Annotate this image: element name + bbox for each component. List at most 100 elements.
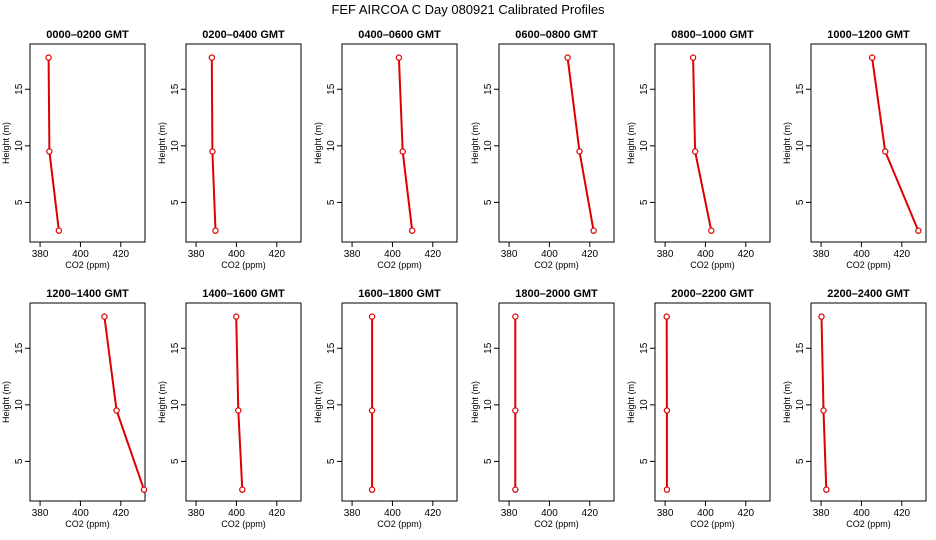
x-tick-label: 420 xyxy=(268,508,285,519)
data-point xyxy=(590,227,597,234)
panel-title: 1200–1400 GMT xyxy=(46,288,129,300)
data-point xyxy=(209,148,216,155)
y-axis-label: Height (m) xyxy=(1,381,11,423)
data-point xyxy=(409,227,416,234)
y-tick-label: 5 xyxy=(639,458,650,464)
y-axis-label: Height (m) xyxy=(782,381,792,423)
data-point xyxy=(113,407,120,414)
x-tick-label: 380 xyxy=(188,249,205,260)
plot-frame xyxy=(185,43,302,243)
plot-frame xyxy=(498,302,615,502)
data-point xyxy=(689,54,697,61)
x-tick-label: 420 xyxy=(424,508,441,519)
profile-panel-3: 0400–0600 GMT 380 400 420 5 10 15 CO2 (ppm) Heig… xyxy=(313,29,458,270)
profile-line xyxy=(820,316,828,490)
data-point xyxy=(235,407,242,414)
x-tick-label: 380 xyxy=(813,249,830,260)
y-tick-label: 10 xyxy=(639,140,650,152)
data-point xyxy=(512,407,519,414)
panel-title: 2000–2200 GMT xyxy=(671,288,754,300)
x-tick-label: 400 xyxy=(541,508,558,519)
data-point xyxy=(395,54,403,61)
x-tick-label: 400 xyxy=(72,249,89,260)
data-point xyxy=(46,148,53,155)
y-tick-label: 10 xyxy=(326,399,337,411)
x-tick-label: 400 xyxy=(853,508,870,519)
y-axis-label: Height (m) xyxy=(157,381,167,423)
x-tick-label: 400 xyxy=(228,249,245,260)
plot-frame xyxy=(29,302,146,502)
data-point xyxy=(212,227,219,234)
data-point xyxy=(868,54,876,61)
x-axis-label: CO2 (ppm) xyxy=(377,519,422,529)
data-point xyxy=(368,407,376,414)
x-tick-label: 420 xyxy=(268,249,285,260)
profile-panel-12: 2200–2400 GMT 380 400 420 5 10 15 CO2 (ppm) Heig… xyxy=(782,288,927,529)
plot-frame xyxy=(29,43,146,243)
x-tick-label: 380 xyxy=(657,508,674,519)
x-tick-label: 400 xyxy=(697,508,714,519)
data-point xyxy=(663,486,671,493)
y-tick-label: 10 xyxy=(14,140,25,152)
profile-panel-2: 0200–0400 GMT 380 400 420 5 10 15 CO2 (ppm) Heig… xyxy=(157,29,302,270)
data-point xyxy=(576,148,583,155)
y-axis-label: Height (m) xyxy=(470,381,480,423)
profile-panel-1: 0000–0200 GMT 380 400 420 5 10 15 CO2 (ppm) Heig… xyxy=(1,29,146,270)
plot-frame xyxy=(810,43,927,243)
x-tick-label: 420 xyxy=(893,249,910,260)
y-tick-label: 5 xyxy=(170,199,181,205)
figure-title: FEF AIRCOA C Day 080921 Calibrated Profi… xyxy=(331,2,605,17)
profile-panel-11: 2000–2200 GMT 380 400 420 5 10 15 CO2 (ppm) Heig… xyxy=(626,288,771,529)
x-tick-label: 400 xyxy=(72,508,89,519)
x-tick-label: 380 xyxy=(501,508,518,519)
x-tick-label: 420 xyxy=(581,508,598,519)
y-axis-label: Height (m) xyxy=(626,122,636,164)
data-point xyxy=(101,313,108,320)
panel-title: 1800–2000 GMT xyxy=(515,288,598,300)
y-tick-label: 15 xyxy=(795,83,806,95)
x-axis-label: CO2 (ppm) xyxy=(377,260,422,270)
x-tick-label: 400 xyxy=(697,249,714,260)
panel-title: 0400–0600 GMT xyxy=(358,29,441,41)
y-tick-label: 5 xyxy=(326,458,337,464)
profile-panel-10: 1800–2000 GMT 380 400 420 5 10 15 CO2 (ppm) Heig… xyxy=(470,288,615,529)
y-tick-label: 10 xyxy=(14,399,25,411)
y-tick-label: 10 xyxy=(170,140,181,152)
x-tick-label: 400 xyxy=(228,508,245,519)
plot-frame xyxy=(341,43,458,243)
y-tick-label: 15 xyxy=(170,342,181,354)
y-tick-label: 10 xyxy=(326,140,337,152)
y-tick-label: 10 xyxy=(483,140,494,152)
profile-line xyxy=(692,57,713,231)
profile-line xyxy=(235,316,244,490)
y-tick-label: 10 xyxy=(639,399,650,411)
panel-title: 0600–0800 GMT xyxy=(515,29,598,41)
x-tick-label: 380 xyxy=(188,508,205,519)
y-tick-label: 5 xyxy=(483,199,494,205)
profile-panel-8: 1400–1600 GMT 380 400 420 5 10 15 CO2 (ppm) Heig… xyxy=(157,288,302,529)
x-axis-label: CO2 (ppm) xyxy=(65,519,110,529)
data-point xyxy=(691,148,699,155)
profile-panel-6: 1000–1200 GMT 380 400 420 5 10 15 CO2 (ppm) Heig… xyxy=(782,29,927,270)
x-tick-label: 380 xyxy=(657,249,674,260)
x-axis-label: CO2 (ppm) xyxy=(690,519,735,529)
y-axis-label: Height (m) xyxy=(626,381,636,423)
data-point xyxy=(239,486,246,493)
data-point xyxy=(233,313,240,320)
y-tick-label: 10 xyxy=(795,140,806,152)
x-tick-label: 400 xyxy=(853,249,870,260)
y-axis-label: Height (m) xyxy=(157,122,167,164)
profile-panel-4: 0600–0800 GMT 380 400 420 5 10 15 CO2 (ppm) Heig… xyxy=(470,29,615,270)
plot-frame xyxy=(654,43,771,243)
profile-line xyxy=(103,316,145,491)
plot-frame xyxy=(654,302,771,502)
x-tick-label: 420 xyxy=(424,249,441,260)
x-tick-label: 380 xyxy=(32,249,49,260)
y-tick-label: 15 xyxy=(483,342,494,354)
y-tick-label: 15 xyxy=(326,83,337,95)
y-tick-label: 5 xyxy=(326,199,337,205)
x-tick-label: 420 xyxy=(112,508,129,519)
panel-title: 0200–0400 GMT xyxy=(202,29,285,41)
y-axis-label: Height (m) xyxy=(470,122,480,164)
y-tick-label: 10 xyxy=(170,399,181,411)
